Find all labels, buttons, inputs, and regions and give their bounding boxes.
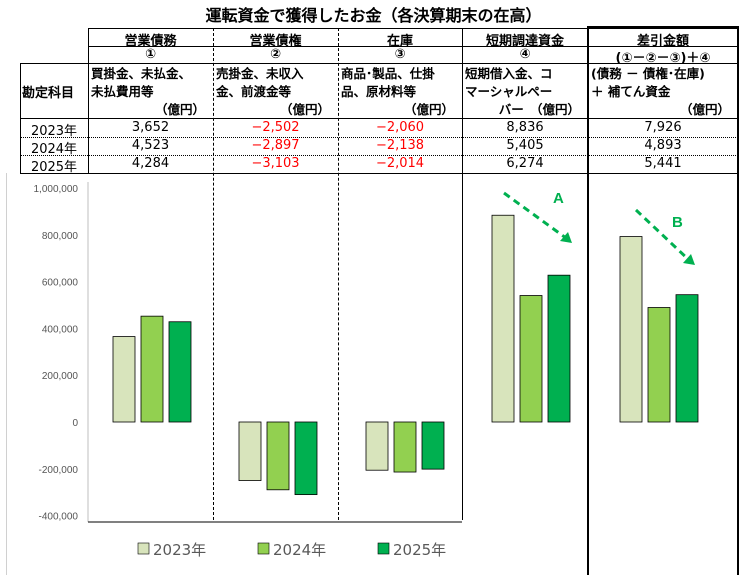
y-tick-label: 600,000	[42, 278, 79, 289]
bar-2024年-短期調達資金	[519, 295, 543, 423]
column-description: 金、前渡金等	[216, 84, 292, 99]
bar-2023年-差引金額	[619, 236, 643, 423]
legend-swatch	[137, 542, 150, 555]
column-header: 在庫	[386, 34, 413, 49]
column-description: 未払費用等	[91, 84, 154, 99]
cell-value: −2,138	[375, 138, 425, 153]
bar-2025年-短期調達資金	[547, 274, 571, 423]
y-tick-label: 400,000	[42, 324, 79, 335]
bar-2024年-営業債務	[140, 315, 164, 423]
column-unit: （億円）	[679, 102, 730, 117]
bar-2023年-営業債権	[238, 421, 262, 481]
border	[462, 28, 463, 520]
legend-swatch	[377, 542, 390, 555]
legend-label: 2024年	[273, 541, 326, 559]
bar-2023年-営業債務	[112, 336, 136, 423]
border	[88, 46, 738, 47]
column-description: マーシャルペー	[465, 84, 553, 99]
row-year: 2025年	[30, 160, 78, 175]
cell-value: −2,502	[251, 120, 300, 135]
cell-value: −2,897	[251, 138, 300, 153]
cell-value: 6,274	[506, 156, 544, 171]
column-unit: バー （億円）	[498, 102, 580, 117]
row-year: 2024年	[30, 142, 78, 157]
border	[88, 28, 738, 29]
column-description: 買掛金、未払金、	[91, 66, 192, 81]
column-number: ①	[144, 47, 156, 62]
border	[587, 26, 739, 28]
divider	[338, 28, 339, 520]
column-header: 営業債権	[249, 34, 302, 49]
row-divider	[20, 155, 738, 156]
bar-2023年-在庫	[365, 421, 389, 471]
arrow-head-icon	[683, 254, 695, 265]
trend-arrow	[634, 208, 691, 262]
column-description: 短期借入金、コ	[465, 66, 553, 81]
cell-value: 4,523	[131, 138, 170, 153]
bar-2025年-在庫	[421, 421, 445, 470]
border	[20, 63, 21, 173]
divider	[213, 28, 214, 520]
annotation-label: B	[672, 214, 683, 231]
border	[20, 63, 738, 64]
column-description: 品、原材料等	[341, 84, 417, 99]
cell-value: 4,284	[131, 156, 170, 171]
annotation-label: A	[553, 190, 564, 207]
y-tick-label: -200,000	[39, 465, 79, 476]
column-number: ②	[269, 47, 281, 62]
border	[587, 26, 589, 575]
y-tick-label: 200,000	[42, 371, 79, 382]
legend-label: 2023年	[153, 541, 206, 559]
column-description: 売掛金、未収入	[216, 66, 304, 81]
bar-2024年-差引金額	[647, 307, 671, 423]
column-description: ＋ 補てん資金	[591, 84, 671, 99]
chart-frame	[6, 173, 7, 575]
page-title: 運転資金で獲得したお金（各決算期末の在高）	[205, 6, 542, 25]
arrow-head-icon	[560, 232, 572, 243]
row-divider	[20, 137, 738, 138]
column-number: (①－②－③)＋④	[615, 51, 711, 66]
border	[88, 28, 89, 173]
bar-2023年-短期調達資金	[491, 214, 515, 423]
cell-value: −2,060	[375, 120, 425, 135]
column-description: (債務 － 債権･在庫)	[591, 66, 705, 81]
bar-2025年-差引金額	[675, 294, 699, 423]
cell-value: −2,014	[375, 156, 425, 171]
cell-value: −3,103	[251, 156, 300, 171]
column-unit: （億円）	[154, 102, 205, 117]
bar-2025年-営業債権	[294, 421, 318, 496]
y-tick-label: 1,000,000	[34, 184, 79, 195]
y-tick-label: 0	[72, 418, 78, 429]
trend-arrow	[503, 191, 567, 240]
column-number: ③	[394, 47, 406, 62]
column-header: 営業債務	[124, 34, 177, 49]
column-unit: （億円）	[279, 102, 330, 117]
column-header: 差引金額	[636, 34, 689, 49]
column-number: ④	[519, 47, 531, 62]
cell-value: 3,652	[131, 120, 170, 135]
border	[20, 118, 738, 119]
bar-2024年-営業債権	[266, 421, 290, 491]
cell-value: 8,836	[506, 120, 544, 135]
cell-value: 7,926	[644, 120, 682, 135]
row-header: 勘定科目	[22, 86, 75, 101]
y-tick-label: 800,000	[42, 231, 79, 242]
legend-label: 2025年	[393, 541, 446, 559]
y-tick-label: -400,000	[39, 512, 79, 523]
border	[737, 26, 739, 575]
legend-swatch	[257, 542, 270, 555]
cell-value: 5,405	[506, 138, 544, 153]
column-header: 短期調達資金	[485, 34, 564, 49]
column-unit: （億円）	[403, 102, 454, 117]
bar-2024年-在庫	[393, 421, 417, 473]
cell-value: 5,441	[644, 156, 682, 171]
cell-value: 4,893	[644, 138, 682, 153]
row-year: 2023年	[30, 124, 78, 139]
bar-2025年-営業債務	[168, 321, 192, 423]
column-description: 商品･製品、仕掛	[341, 66, 435, 81]
border	[20, 173, 738, 174]
